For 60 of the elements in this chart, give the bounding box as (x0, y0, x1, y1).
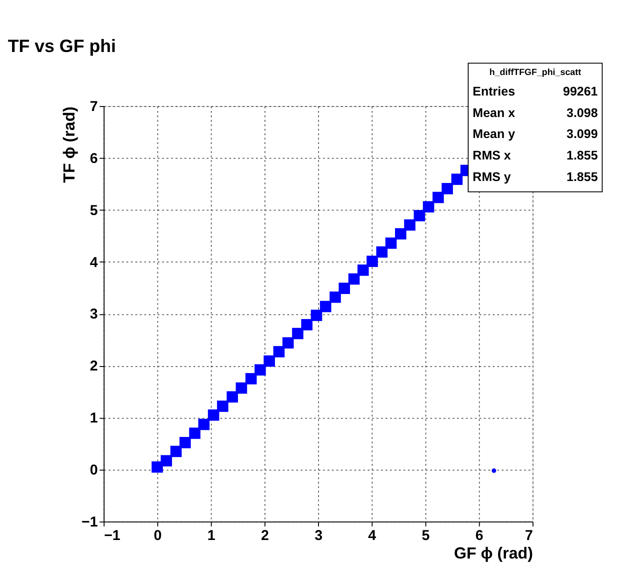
y-tick-label: 7 (90, 98, 98, 115)
y-tick-label: 0 (90, 462, 98, 479)
point (357, 264, 369, 276)
x-tick-label: 3 (314, 528, 323, 544)
point (179, 436, 191, 448)
point (198, 418, 210, 430)
point (422, 201, 434, 212)
point (432, 192, 444, 204)
point (301, 319, 312, 330)
point (492, 468, 496, 473)
point (376, 246, 388, 258)
y-tick-label: −1 (82, 514, 98, 530)
x-tick-label: 4 (368, 528, 376, 544)
x-tick-label: 2 (260, 528, 269, 544)
point (395, 228, 406, 240)
text: RMS x 1.855 (472, 148, 598, 163)
text: h_diffTFGF_phi_scatt (489, 66, 582, 77)
x-tick-label: 1 (207, 528, 216, 544)
point (189, 428, 200, 439)
point (226, 391, 238, 403)
x-tick-label: 5 (422, 528, 430, 544)
point (414, 210, 426, 222)
y-axis-title: TF ϕ (rad) (60, 106, 78, 183)
chart-title: TF vs GF phi (8, 36, 116, 56)
point (170, 446, 182, 458)
point (442, 182, 453, 194)
y-tick-label: 3 (90, 306, 98, 323)
y-tick-label: 6 (90, 150, 98, 167)
text: RMS y 1.855 (472, 170, 598, 184)
x-tick-label: 7 (525, 528, 534, 544)
point (385, 238, 397, 249)
point (208, 409, 220, 421)
point (245, 373, 257, 384)
y-tick-label: 1 (90, 410, 98, 427)
x-tick-label: 0 (154, 528, 162, 544)
point (330, 292, 341, 303)
point (236, 382, 248, 394)
point (451, 174, 463, 185)
text: Entries 99261 (472, 84, 598, 98)
point (348, 273, 360, 285)
point (217, 400, 228, 412)
point (320, 300, 332, 312)
point (292, 328, 304, 340)
text: Mean x 3.098 (472, 106, 598, 120)
point (338, 282, 350, 294)
x-tick-label: −1 (104, 528, 120, 544)
point (404, 219, 416, 231)
point (264, 355, 275, 367)
y-tick-label: 2 (90, 358, 98, 375)
x-axis-title: GF ϕ (rad) (454, 544, 533, 563)
y-tick-label: 5 (90, 202, 98, 219)
point (254, 364, 266, 376)
point (160, 455, 172, 466)
point (310, 310, 322, 322)
x-tick-label: 6 (475, 528, 484, 544)
point (273, 346, 285, 358)
point (282, 337, 294, 349)
text: Mean y 3.099 (472, 127, 598, 142)
y-tick-label: 4 (90, 254, 98, 271)
point (366, 256, 378, 267)
